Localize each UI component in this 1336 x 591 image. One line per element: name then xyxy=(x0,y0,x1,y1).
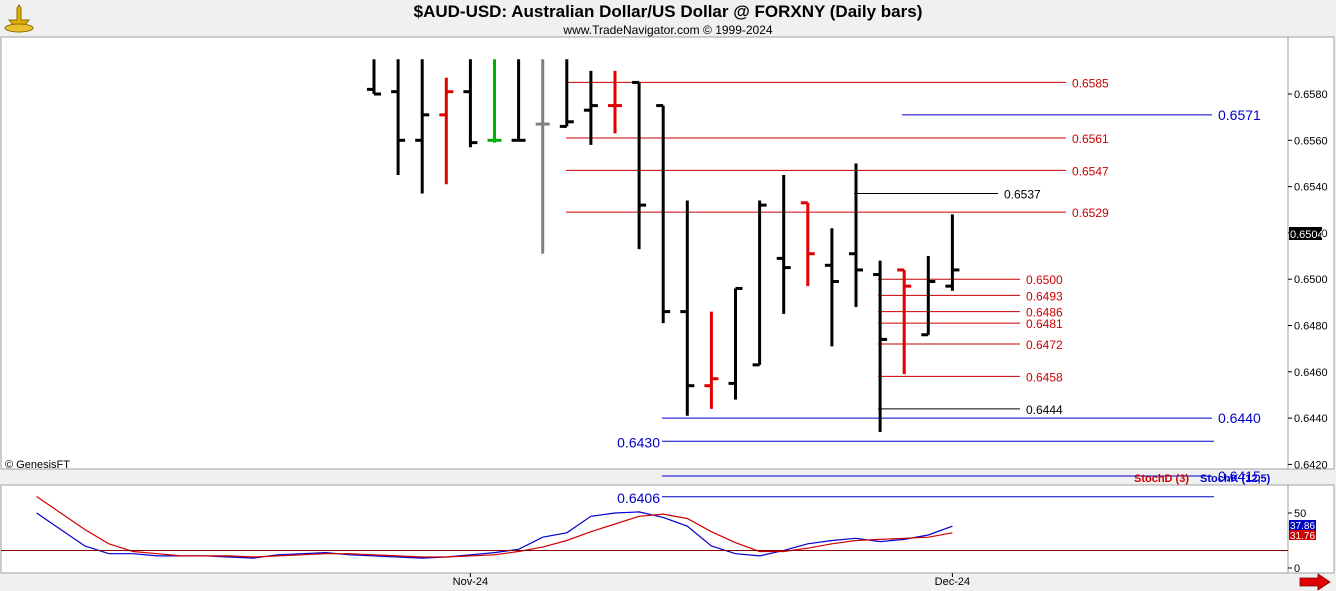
level-label: 0.6406 xyxy=(617,490,660,506)
price-bars xyxy=(367,59,960,432)
level-label: 0.6529 xyxy=(1072,206,1109,220)
ohlc-bar xyxy=(511,59,526,142)
scroll-right-arrow-icon[interactable] xyxy=(1297,573,1333,591)
stochd-line xyxy=(36,496,953,558)
ohlc-bar xyxy=(391,59,406,176)
ohlc-bar xyxy=(897,268,912,375)
price-tick-label: 0.6420 xyxy=(1294,459,1328,471)
trade-navigator-logo-icon xyxy=(4,4,34,33)
price-tick-label: 0.6540 xyxy=(1294,182,1328,194)
ohlc-bar xyxy=(632,80,647,250)
level-label: 0.6585 xyxy=(1072,76,1109,90)
level-label: 0.6547 xyxy=(1072,164,1109,178)
ohlc-bar xyxy=(608,70,622,134)
ohlc-bar xyxy=(945,214,960,291)
price-axis-ticks: 0.65800.65600.65400.65200.65000.64800.64… xyxy=(1288,89,1328,471)
stoch-lines xyxy=(36,496,953,559)
level-label: 0.6444 xyxy=(1026,403,1063,417)
stoch-tick-label: 0 xyxy=(1294,563,1300,575)
level-label: 0.6486 xyxy=(1026,306,1063,320)
price-tick-label: 0.6480 xyxy=(1294,321,1328,333)
copyright-text: www.TradeNavigator.com © 1999-2024 xyxy=(562,23,772,37)
ohlc-bar xyxy=(921,256,936,337)
ohlc-bar xyxy=(439,77,454,185)
stoch-axis-ticks: 50 0 xyxy=(1,508,1306,575)
price-tick-label: 0.6580 xyxy=(1294,89,1328,101)
stoch-d-value-box xyxy=(1289,530,1316,540)
ohlc-bar xyxy=(415,59,430,194)
ohlc-bar xyxy=(873,260,888,432)
level-label: 0.6571 xyxy=(1218,107,1261,123)
stoch-k-value-box xyxy=(1289,520,1316,530)
stoch-tick-label: 50 xyxy=(1294,508,1306,520)
legend-stochd: StochD (3) xyxy=(1134,473,1189,485)
last-price-box xyxy=(1289,227,1322,240)
level-label: 0.6415 xyxy=(1218,468,1261,484)
ohlc-bar xyxy=(824,228,839,347)
level-label: 0.6472 xyxy=(1026,338,1063,352)
ohlc-bar xyxy=(535,59,550,254)
ohlc-bar xyxy=(463,59,478,148)
ohlc-bar xyxy=(704,311,719,409)
last-price-label: 0.6504 xyxy=(1290,229,1324,241)
watermark-text: © GenesisFT xyxy=(5,459,70,471)
ohlc-bar xyxy=(800,201,815,287)
level-label: 0.6440 xyxy=(1218,410,1261,426)
level-label: 0.6500 xyxy=(1026,273,1063,287)
price-panel xyxy=(0,36,1289,470)
level-label: 0.6458 xyxy=(1026,370,1063,384)
level-label: 0.6493 xyxy=(1026,289,1063,303)
price-levels: 0.6585 0.6561 0.6547 0.6529 0.6537 0.6500 0.64… xyxy=(566,76,1261,506)
x-axis-labels: Nov-24 Dec-24 xyxy=(453,573,970,588)
price-tick-label: 0.6440 xyxy=(1294,413,1328,425)
ohlc-bar xyxy=(367,59,381,96)
ohlc-bar xyxy=(487,59,502,143)
ohlc-bar xyxy=(752,200,767,367)
level-label: 0.6481 xyxy=(1026,317,1063,331)
chart-title: $AUD-USD: Australian Dollar/US Dollar @ … xyxy=(413,2,923,21)
ohlc-bar xyxy=(583,70,598,145)
ohlc-bar xyxy=(680,200,695,416)
ohlc-bar xyxy=(656,104,671,324)
stoch-k-value: 37.86 xyxy=(1290,521,1315,532)
stoch-d-value: 31.76 xyxy=(1290,531,1315,542)
legend-stochk: StochK (12,5) xyxy=(1200,473,1271,485)
ohlc-bar xyxy=(728,286,743,400)
level-label: 0.6537 xyxy=(1004,188,1041,202)
price-tick-label: 0.6460 xyxy=(1294,367,1328,379)
level-label: 0.6430 xyxy=(617,434,660,450)
price-tick-label: 0.6560 xyxy=(1294,135,1328,147)
x-tick-label: Nov-24 xyxy=(453,576,488,588)
price-axis-panel xyxy=(1287,36,1335,470)
ohlc-bar xyxy=(776,175,791,314)
price-tick-label: 0.6500 xyxy=(1294,274,1328,286)
ohlc-bar xyxy=(559,59,574,128)
x-tick-label: Dec-24 xyxy=(935,576,970,588)
ohlc-bar xyxy=(849,163,863,307)
level-label: 0.6561 xyxy=(1072,132,1109,146)
